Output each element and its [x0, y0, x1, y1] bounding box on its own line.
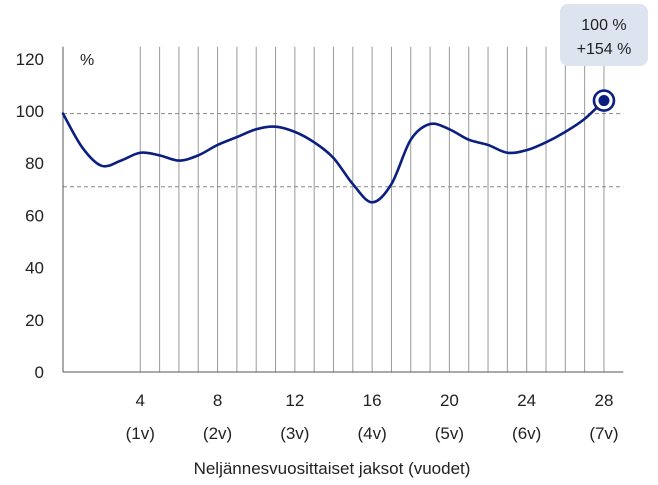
y-tick-label-80: 80 [25, 154, 44, 173]
x-tick-sublabel-4: (1v) [126, 424, 155, 443]
reference-lines [63, 113, 624, 188]
x-tick-labels: 4 (1v) 8 (2v) 12 (3v) 16 (4v) 20 (5v) 24 (6v) 28 (7v) [126, 391, 619, 443]
end-marker-dot [598, 95, 610, 107]
x-tick-sublabel-28: (7v) [589, 424, 618, 443]
callout-change: +154 % [577, 41, 632, 58]
y-tick-labels: 0 20 40 60 80 100 120 [16, 50, 44, 382]
x-tick-label-8: 8 [213, 391, 222, 410]
y-axis-unit-label: % [80, 52, 94, 69]
x-tick-label-28: 28 [594, 391, 613, 410]
x-tick-label-16: 16 [363, 391, 382, 410]
y-tick-label-100: 100 [16, 102, 44, 121]
vertical-gridlines [139, 46, 605, 372]
x-tick-sublabel-24: (6v) [512, 424, 541, 443]
x-tick-label-24: 24 [517, 391, 536, 410]
x-tick-label-12: 12 [285, 391, 304, 410]
y-tick-label-60: 60 [25, 206, 44, 225]
x-tick-sublabel-16: (4v) [357, 424, 386, 443]
y-tick-label-40: 40 [25, 259, 44, 278]
callout-box [559, 4, 648, 66]
x-tick-sublabel-12: (3v) [280, 424, 309, 443]
callout-value: 100 % [581, 17, 626, 34]
x-tick-label-4: 4 [136, 391, 145, 410]
x-axis-title: Neljännesvuosittaiset jaksot (vuodet) [194, 459, 471, 478]
axes [62, 46, 624, 373]
y-tick-label-20: 20 [25, 311, 44, 330]
x-tick-label-20: 20 [440, 391, 459, 410]
end-point-marker [592, 89, 616, 112]
series-line-group [61, 99, 606, 204]
y-tick-label-0: 0 [35, 363, 44, 382]
x-tick-sublabel-8: (2v) [203, 424, 232, 443]
y-tick-label-120: 120 [16, 50, 44, 69]
series-line-0 [61, 99, 606, 204]
x-tick-sublabel-20: (5v) [435, 424, 464, 443]
value-callout: 100 % +154 % [559, 4, 648, 66]
